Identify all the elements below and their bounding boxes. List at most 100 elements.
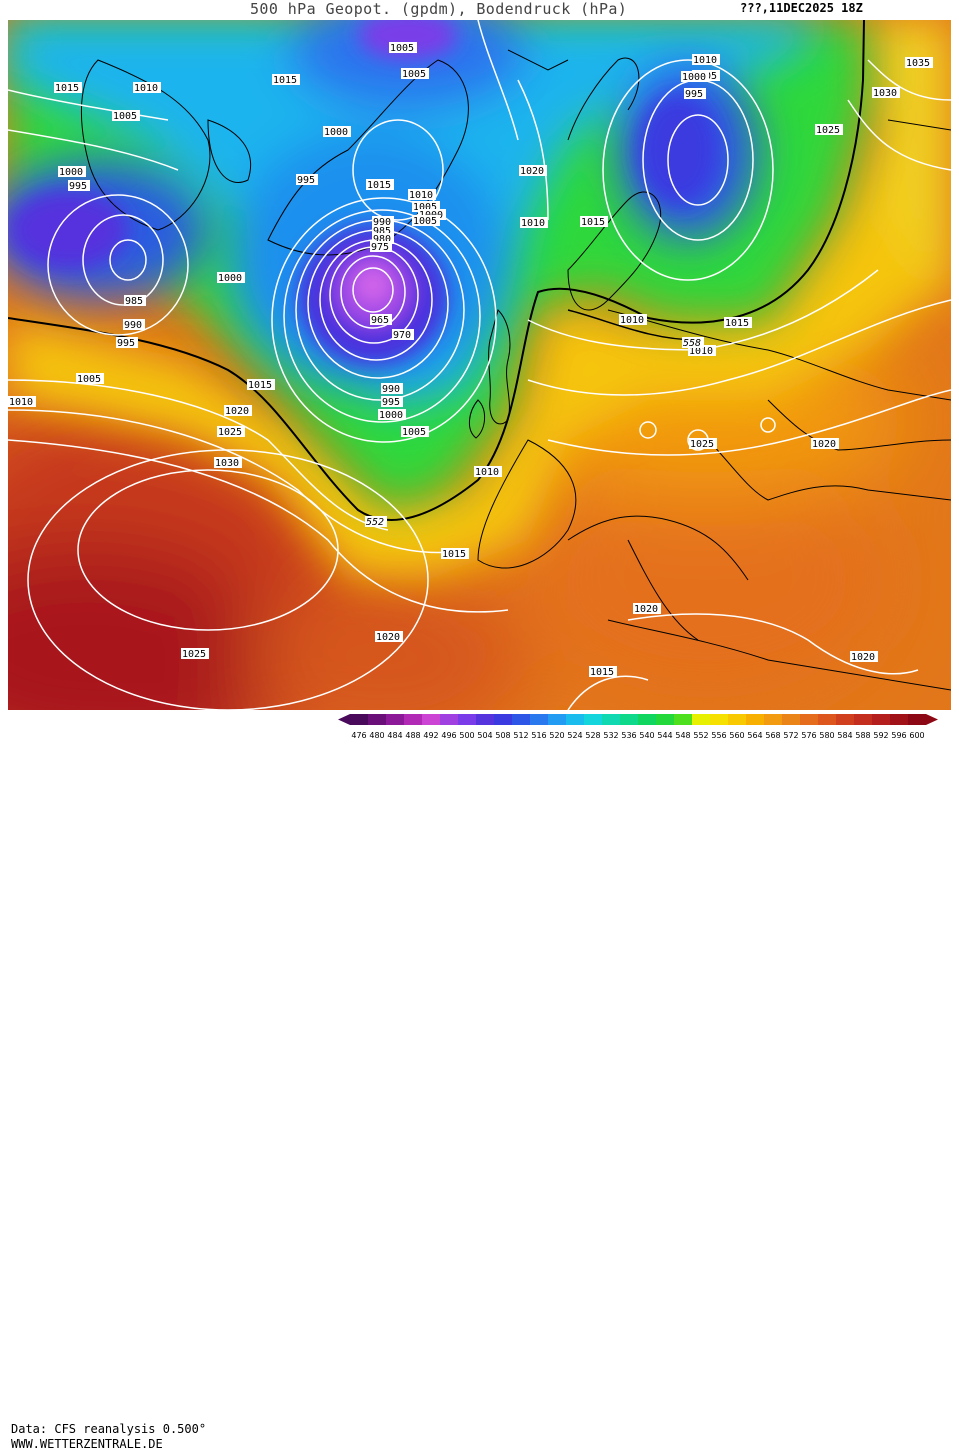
legend-tick-label: 480 [369,731,384,740]
legend-swatch [818,714,836,725]
legend-swatch [728,714,746,725]
legend-tick-label: 564 [747,731,762,740]
isobar-label: 990 [124,320,142,331]
isobar-label: 995 [117,338,135,349]
legend-swatch [458,714,476,725]
legend-tick-label: 488 [405,731,420,740]
website-link[interactable]: WWW.WETTERZENTRALE.DE [11,1437,163,1451]
legend-tick-label: 572 [783,731,798,740]
isobar-label: 1025 [182,649,206,660]
isobar-label: 1005 [413,202,437,213]
isobar-label: 1000 [324,127,348,138]
legend-tick-label: 540 [639,731,654,740]
isobar-label: 1010 [689,346,713,357]
legend-swatch [872,714,890,725]
isobar-label: 1010 [620,315,644,326]
legend-swatch [476,714,494,725]
legend-swatch [602,714,620,725]
legend-swatch [368,714,386,725]
data-source: Data: CFS reanalysis 0.500° [11,1422,207,1436]
title-bar: 500 hPa Geopot. (gpdm), Bodendruck (hPa)… [0,0,959,20]
legend-tick-label: 584 [837,731,852,740]
isobar-label: 1015 [367,180,391,191]
isobar-label: 995 [685,89,703,100]
legend-tick-label: 476 [351,731,366,740]
legend-tick-label: 588 [855,731,870,740]
isobar-label: 985 [125,296,143,307]
legend-swatch [386,714,404,725]
isobar-label: 1015 [725,318,749,329]
isobar-label: 975 [371,242,389,253]
legend-swatch [782,714,800,725]
isobar-label: 1015 [590,667,614,678]
isobar-label: 1005 [402,69,426,80]
map-datetime: ???,11DEC2025 18Z [740,1,863,15]
map-title: 500 hPa Geopot. (gpdm), Bodendruck (hPa) [250,0,628,18]
isobar-label: 1020 [376,632,400,643]
legend-tick-label: 528 [585,731,600,740]
legend-tick-label: 512 [513,731,528,740]
legend-tick-label: 532 [603,731,618,740]
isobar-label: 1020 [812,439,836,450]
legend-swatch [422,714,440,725]
geopotential-field: 1005 1015 1010 1005 1005 1015 1010 1005 … [8,20,951,710]
legend-swatch [512,714,530,725]
legend-tick-label: 568 [765,731,780,740]
isobar-label: 980 [373,234,391,245]
isobar-label: 1020 [851,652,875,663]
legend-tick-label: 544 [657,731,672,740]
legend-swatch [710,714,728,725]
legend-tick-label: 600 [909,731,924,740]
legend-swatch [836,714,854,725]
legend-tick-label: 592 [873,731,888,740]
legend-tick-label: 504 [477,731,492,740]
legend-tick-label: 500 [459,731,474,740]
legend-arrow-right [926,714,938,725]
isobar-label: 1005 [77,374,101,385]
legend-tick-label: 516 [531,731,546,740]
legend-swatch [674,714,692,725]
legend-swatch [908,714,926,725]
isobar-label: 1025 [816,125,840,136]
isobar-label: 1000 [682,72,706,83]
legend-swatch [854,714,872,725]
isobar-label: 1025 [690,439,714,450]
legend-swatch [890,714,908,725]
isobar-label: 1005 [113,111,137,122]
legend-tick-label: 492 [423,731,438,740]
legend-tick-label: 520 [549,731,564,740]
legend-arrow-left [338,714,350,725]
isobar-labels: 1005 1015 1010 1005 1005 1015 1010 1005 … [8,42,933,678]
legend-swatch [404,714,422,725]
isobar-label: 1010 [134,83,158,94]
isobar-label: 1020 [225,406,249,417]
legend-swatch [584,714,602,725]
isobar-label: 985 [373,226,391,237]
isobar-label: 995 [297,175,315,186]
isobar-label: 1010 [693,55,717,66]
weather-map: 1005 1015 1010 1005 1005 1015 1010 1005 … [8,20,951,710]
isobar-label: 1000 [379,410,403,421]
legend-tick-label: 596 [891,731,906,740]
isobar-label: 1015 [248,380,272,391]
contour-label-558: 558 [683,338,701,349]
legend-tick-label: 576 [801,731,816,740]
legend-swatch [440,714,458,725]
coastlines [81,49,951,691]
legend-tick-label: 524 [567,731,582,740]
legend-swatch [566,714,584,725]
isobar-label: 1010 [409,190,433,201]
legend-tick-label: 552 [693,731,708,740]
isobar-label: 965 [371,315,389,326]
legend-swatch [494,714,512,725]
legend-tick-label: 508 [495,731,510,740]
isobar-label: 1005 [402,427,426,438]
isobar-label: 990 [382,384,400,395]
legend-swatch [530,714,548,725]
legend-swatch [800,714,818,725]
isobar-label: 1010 [9,397,33,408]
isobar-label: 990 [373,217,391,228]
legend-tick-label: 496 [441,731,456,740]
isobar-label: 1030 [873,88,897,99]
isobar-label: 995 [69,181,87,192]
